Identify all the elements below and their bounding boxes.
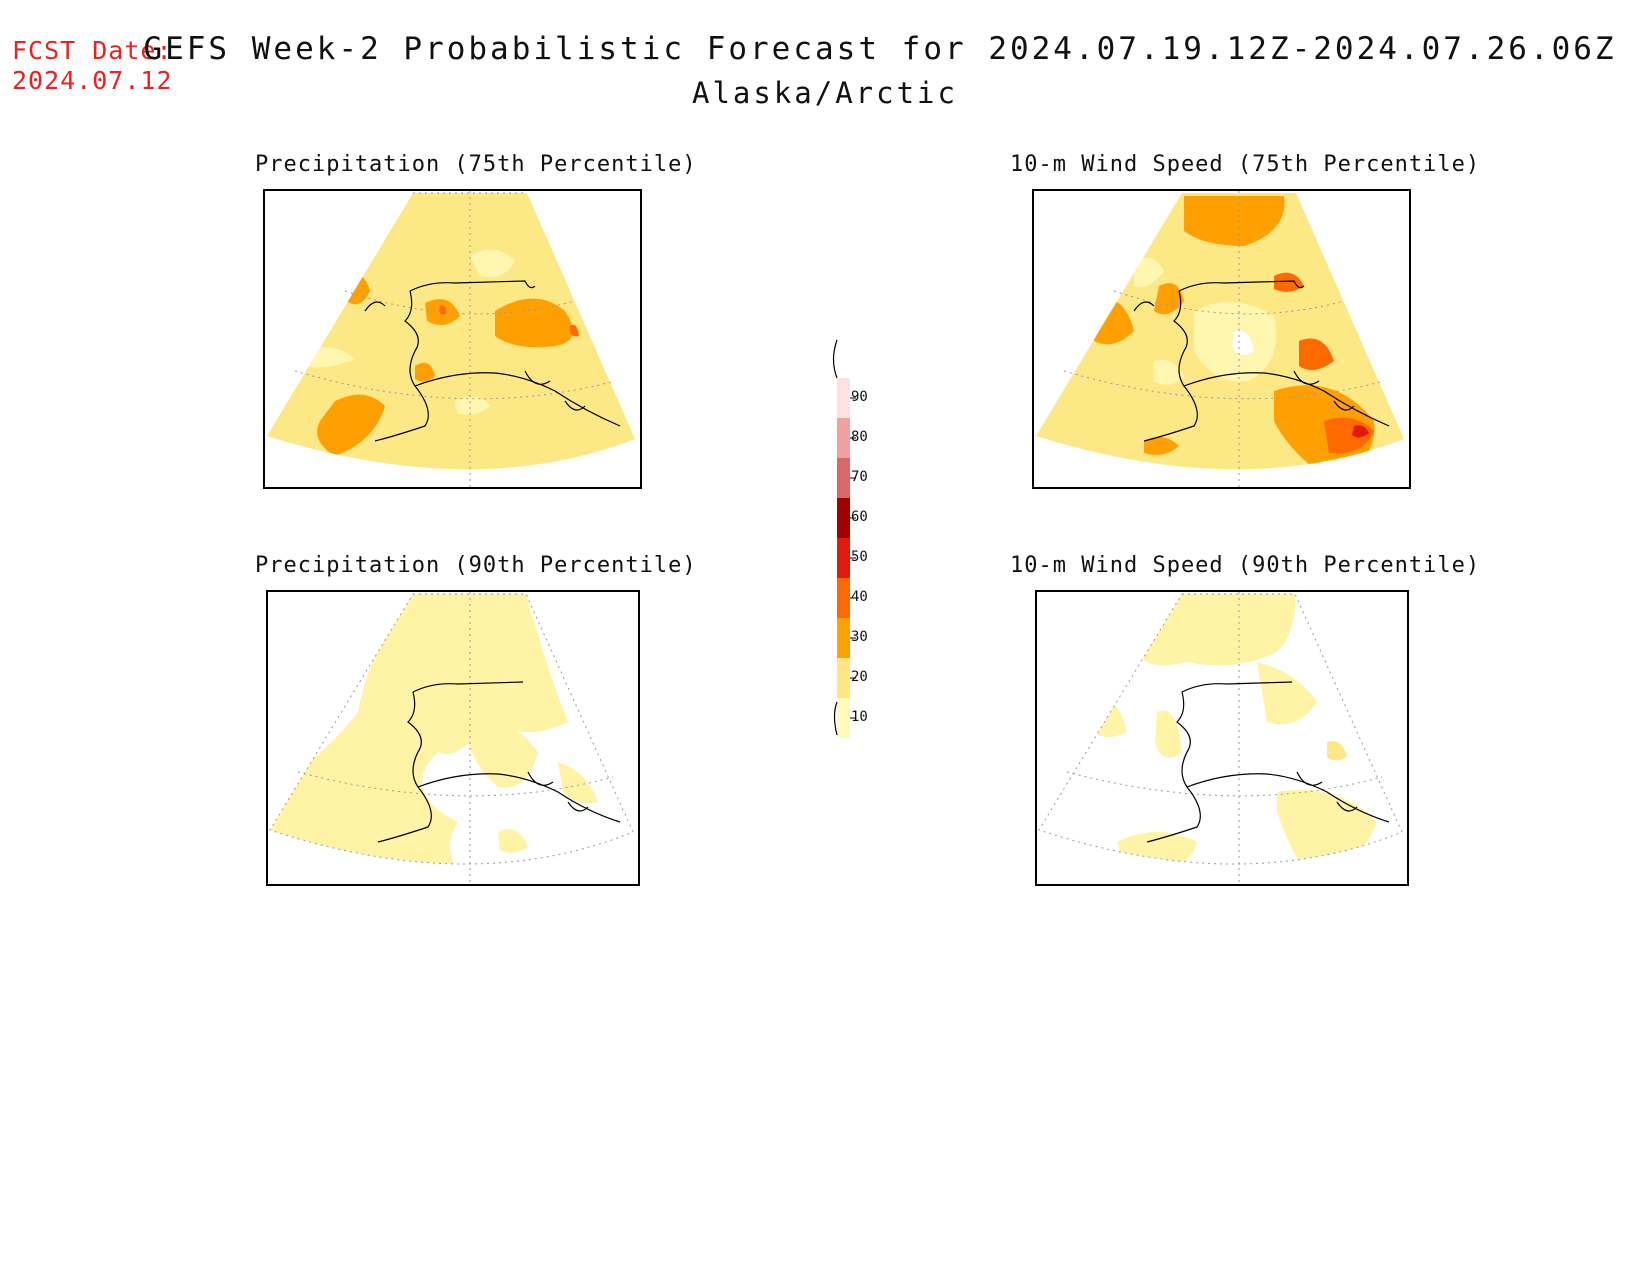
colorbar-label-50: 50 <box>851 549 868 565</box>
colorbar-swatch-60 <box>837 498 850 538</box>
panel-title-precip-90: Precipitation (90th Percentile) <box>255 553 697 578</box>
fcst-date-value: 2024.07.12 <box>12 66 173 95</box>
colorbar-swatch-30 <box>837 618 850 658</box>
region-subtitle: Alaska/Arctic <box>692 76 958 110</box>
colorbar-swatch-20 <box>837 658 850 698</box>
colorbar-label-20: 20 <box>851 669 868 685</box>
colorbar-label-30: 30 <box>851 629 868 645</box>
main-title: GEFS Week-2 Probabilistic Forecast for 2… <box>143 31 1617 67</box>
panel-title-wind-90: 10-m Wind Speed (90th Percentile) <box>1010 553 1481 578</box>
colorbar-swatch-10 <box>837 698 850 738</box>
colorbar-label-70: 70 <box>851 469 868 485</box>
colorbar-label-40: 40 <box>851 589 868 605</box>
map-panel-wind-90 <box>1035 590 1409 886</box>
colorbar-label-80: 80 <box>851 429 868 445</box>
colorbar-swatch-40 <box>837 578 850 618</box>
panel-title-wind-75: 10-m Wind Speed (75th Percentile) <box>1010 152 1481 177</box>
colorbar-swatch-80 <box>837 418 850 458</box>
colorbar-label-90: 90 <box>851 389 868 405</box>
map-panel-precip-75 <box>263 189 642 489</box>
map-panel-precip-90 <box>266 590 640 886</box>
colorbar-label-60: 60 <box>851 509 868 525</box>
fcst-date-block: FCST Date: 2024.07.12 <box>12 36 173 96</box>
colorbar-swatch-50 <box>837 538 850 578</box>
map-wind-90 <box>1038 592 1403 884</box>
colorbar-swatch-70 <box>837 458 850 498</box>
map-precip-90 <box>269 592 634 884</box>
colorbar-label-10: 10 <box>851 709 868 725</box>
colorbar-swatch-90 <box>837 378 850 418</box>
fcst-date-label: FCST Date: <box>12 36 173 65</box>
map-panel-wind-75 <box>1032 189 1411 489</box>
panel-title-precip-75: Precipitation (75th Percentile) <box>255 152 697 177</box>
map-wind-75 <box>1036 191 1404 487</box>
colorbar <box>832 339 856 738</box>
map-precip-75 <box>267 191 635 487</box>
